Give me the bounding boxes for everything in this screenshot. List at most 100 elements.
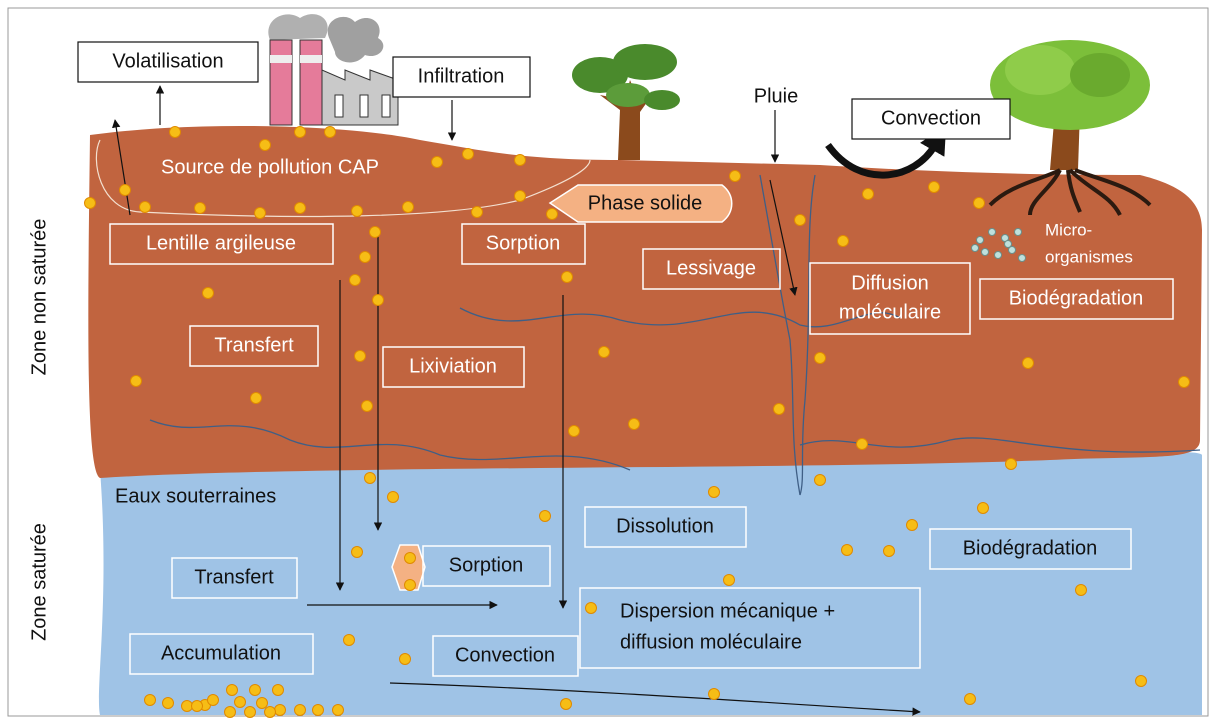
particle (365, 473, 376, 484)
particle (360, 252, 371, 263)
microorganism (995, 252, 1002, 259)
process-label: Transfert (214, 334, 294, 356)
particle (709, 689, 720, 700)
particle (629, 419, 640, 430)
particle (432, 157, 443, 168)
particle (569, 426, 580, 437)
particle (1179, 377, 1190, 388)
microorganism (977, 237, 984, 244)
box (270, 40, 292, 125)
particle (472, 207, 483, 218)
process-label: Convection (455, 644, 555, 666)
particle (370, 227, 381, 238)
particle (192, 701, 203, 712)
particle (85, 198, 96, 209)
particle (884, 546, 895, 557)
particle (405, 580, 416, 591)
particle (203, 288, 214, 299)
particle (774, 404, 785, 415)
particle (344, 635, 355, 646)
particle (355, 351, 366, 362)
micro-label: organismes (1045, 247, 1133, 266)
particle (403, 202, 414, 213)
particle (163, 698, 174, 709)
particle (170, 127, 181, 138)
box (300, 40, 322, 125)
box (300, 55, 322, 63)
particle (195, 203, 206, 214)
shape (268, 14, 327, 40)
box (270, 55, 292, 63)
particle (929, 182, 940, 193)
particle (140, 202, 151, 213)
particle (463, 149, 474, 160)
particle (235, 697, 246, 708)
process-label: Volatilisation (112, 50, 223, 72)
particle (250, 685, 261, 696)
particle (245, 707, 256, 718)
particle (709, 487, 720, 498)
process-label: Convection (881, 107, 981, 129)
diagram: Volatilisation Infiltration Pluie Convec… (0, 0, 1216, 724)
particle (352, 206, 363, 217)
particle (225, 707, 236, 718)
particle (388, 492, 399, 503)
particle (295, 203, 306, 214)
particle (562, 272, 573, 283)
particle (400, 654, 411, 665)
microorganism (1005, 241, 1012, 248)
particle (208, 695, 219, 706)
particle (1136, 676, 1147, 687)
particle (815, 475, 826, 486)
particle (1023, 358, 1034, 369)
particle (515, 191, 526, 202)
phase-label: Phase solide (588, 192, 703, 214)
process-label: Dissolution (616, 515, 714, 537)
particle (540, 511, 551, 522)
particle (978, 503, 989, 514)
process-label: Infiltration (418, 65, 505, 87)
particle (362, 401, 373, 412)
particle (120, 185, 131, 196)
box (335, 95, 343, 117)
shape (644, 90, 680, 110)
process-label: Lixiviation (409, 355, 497, 377)
zone-label: Zone saturée (28, 523, 50, 641)
process-label: Biodégradation (1009, 287, 1144, 309)
process-label: moléculaire (839, 301, 941, 323)
shape (1005, 45, 1075, 95)
process-label: Pluie (754, 85, 798, 107)
zone-sublabel: Eaux souterraines (115, 485, 276, 507)
particle (515, 155, 526, 166)
particle (257, 698, 268, 709)
shape (613, 44, 677, 80)
process-label: Accumulation (161, 642, 281, 664)
particle (373, 295, 384, 306)
particle (313, 705, 324, 716)
process-label: Biodégradation (963, 537, 1098, 559)
process-label: diffusion moléculaire (620, 631, 802, 653)
particle (965, 694, 976, 705)
particle (405, 553, 416, 564)
process-label: Sorption (486, 232, 561, 254)
microorganism (989, 229, 996, 236)
process-label: Sorption (449, 554, 524, 576)
particle (325, 127, 336, 138)
particle (561, 699, 572, 710)
process-label: Lentille argileuse (146, 232, 296, 254)
particle (974, 198, 985, 209)
particle (295, 127, 306, 138)
particle (857, 439, 868, 450)
micro-label: Micro- (1045, 220, 1092, 239)
particle (730, 171, 741, 182)
particle (265, 707, 276, 718)
microorganism (972, 245, 979, 252)
particle (815, 353, 826, 364)
particle (251, 393, 262, 404)
particle (352, 547, 363, 558)
particle (795, 215, 806, 226)
box (360, 95, 368, 117)
particle (227, 685, 238, 696)
zone-label: Zone non saturée (28, 219, 50, 376)
particle (907, 520, 918, 531)
